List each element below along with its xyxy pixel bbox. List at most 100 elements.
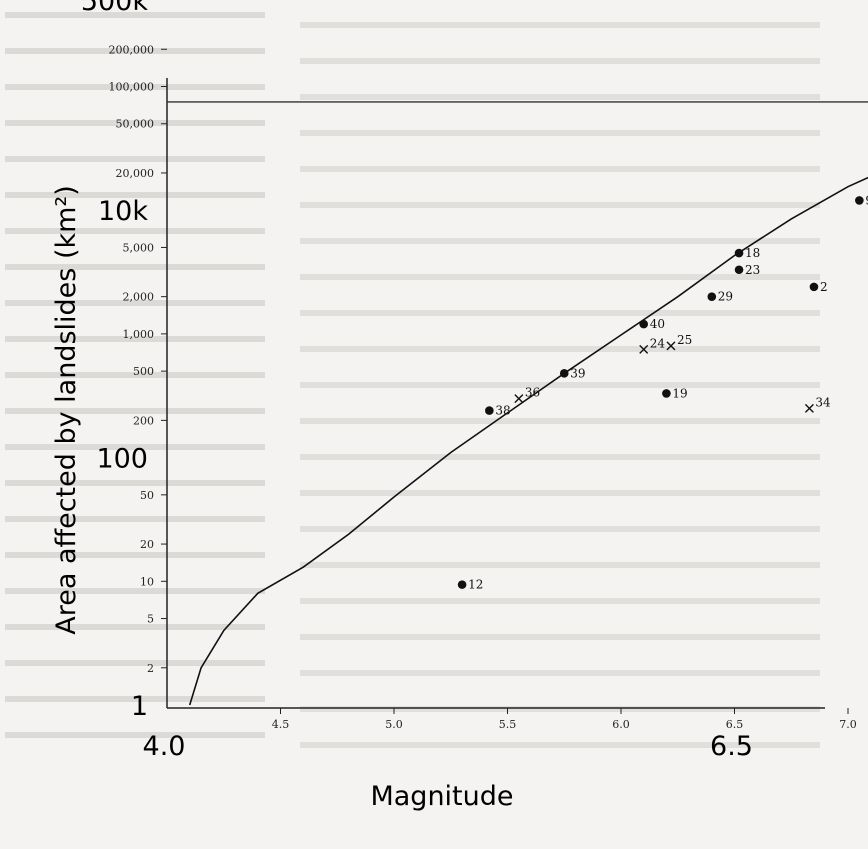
- background-text-line-left: [5, 588, 265, 594]
- x-tick-label: 6.5: [726, 718, 744, 731]
- data-point-label: 24: [650, 336, 666, 350]
- data-point-label: 39: [570, 366, 585, 380]
- y-axis-title: Area affected by landslides (km²): [51, 185, 82, 635]
- data-point-dot: [734, 265, 744, 275]
- background-text-line-right: [300, 418, 820, 424]
- axes: [166, 78, 825, 709]
- background-text-line-right: [300, 562, 820, 568]
- background-text-line-left: [5, 552, 265, 558]
- background-text-line-left: [5, 12, 265, 18]
- y-tick-label: 20,000: [116, 167, 155, 180]
- background-text-line-right: [300, 130, 820, 136]
- y-tick-label: 50: [140, 489, 154, 502]
- background-text-line-left: [5, 48, 265, 54]
- y-big-tick-label: 100: [96, 444, 148, 475]
- y-tick-label: 50,000: [116, 118, 155, 131]
- data-point-label: 19: [672, 386, 687, 400]
- y-tick-label: 2,000: [123, 291, 155, 304]
- data-point-label: 38: [495, 404, 510, 418]
- y-tick-label: 5,000: [123, 241, 155, 254]
- x-marker-stroke: [804, 403, 814, 413]
- y-tick-label: 20: [140, 538, 154, 551]
- background-text-line-right: [300, 490, 820, 496]
- upper-bound-curve: [188, 176, 868, 706]
- x-big-tick-label: 4.0: [143, 731, 186, 762]
- background-text-line-left: [5, 120, 265, 126]
- x-big-tick-label: 6.5: [710, 731, 753, 762]
- x-tick-label: 7.0: [839, 718, 857, 731]
- data-point-dot: [662, 389, 671, 398]
- background-text-line-right: [300, 598, 820, 604]
- y-tick-label: 2: [147, 662, 154, 675]
- x-marker-stroke: [639, 344, 649, 354]
- data-point-dot: [734, 248, 744, 258]
- background-text-line-right: [300, 274, 820, 280]
- y-tick-label: 100,000: [109, 81, 155, 94]
- y-big-tick-label: 500k: [81, 0, 149, 17]
- reference-lines: [167, 101, 868, 103]
- data-point-label: 23: [745, 263, 760, 277]
- y-tick-label: 500: [133, 365, 154, 378]
- x-tick-label: 5.0: [385, 718, 403, 731]
- background-text-line-right: [300, 202, 820, 208]
- data-point-dot: [639, 319, 648, 329]
- y-tick-label: 1,000: [123, 328, 155, 341]
- background-text-line-right: [300, 166, 820, 172]
- y-big-tick-label: 10k: [98, 196, 148, 227]
- x-marker-stroke: [514, 394, 524, 404]
- y-big-tick-label: 1: [131, 691, 148, 722]
- background-text-line-left: [5, 696, 265, 702]
- background-text-line-left: [5, 228, 265, 234]
- background-text-line-left: [5, 516, 265, 522]
- background-text-line-left: [5, 444, 265, 450]
- data-point-x: [639, 344, 649, 354]
- background-text-line-left: [5, 660, 265, 666]
- background-text-line-left: [5, 624, 265, 630]
- data-point-dot: [855, 196, 864, 205]
- data-point-dot: [707, 292, 717, 301]
- x-axis-title: Magnitude: [370, 781, 513, 812]
- x-tick-label: 4.5: [272, 718, 290, 731]
- background-text-line-right: [300, 742, 820, 748]
- y-tick-label: 200,000: [109, 43, 155, 56]
- background-text-line-left: [5, 372, 265, 378]
- background-text-line-right: [300, 706, 820, 712]
- data-point-label: 25: [677, 333, 692, 347]
- background-text-line-right: [300, 238, 820, 244]
- data-point-label: 36: [525, 386, 540, 400]
- data-point-dot: [559, 369, 569, 378]
- y-tick-label: 10: [140, 575, 154, 588]
- data-point-label: 9: [865, 193, 868, 207]
- x-tick-label: 5.5: [499, 718, 517, 731]
- data-point-label: 40: [650, 317, 665, 331]
- background-text-line-left: [5, 84, 265, 90]
- data-point-label: 29: [718, 290, 733, 304]
- background-text-line-left: [5, 408, 265, 414]
- data-point-dot: [809, 282, 819, 292]
- background-text-line-right: [300, 382, 820, 388]
- x-tick-label: 6.0: [612, 718, 630, 731]
- background-text-line-left: [5, 732, 265, 738]
- background-text-line-right: [300, 346, 820, 352]
- background-text-line-left: [5, 480, 265, 486]
- data-point-x: [666, 341, 676, 351]
- data-point-dot: [485, 406, 494, 415]
- background-text-line-right: [300, 670, 820, 676]
- background-text-line-right: [300, 310, 820, 316]
- data-point-label: 18: [745, 246, 760, 260]
- data-points: 1238391940292318261426229337273113511362…: [457, 193, 868, 592]
- small-tick-labels: 200,000 100,000 50,000 20,000 5,000 2,000 1,00…: [109, 43, 857, 731]
- background-text-line-right: [300, 634, 820, 640]
- background-text-line-left: [5, 300, 265, 306]
- background-text-line-left: [5, 336, 265, 342]
- data-point-dot: [457, 580, 467, 589]
- y-tick-label: 5: [147, 613, 154, 626]
- data-point-x: [514, 394, 524, 404]
- background-text-line-left: [5, 156, 265, 162]
- background-text-line-left: [5, 264, 265, 270]
- background-text-line-right: [300, 22, 820, 28]
- data-point-label: 12: [468, 578, 483, 592]
- background-text-line-right: [300, 58, 820, 64]
